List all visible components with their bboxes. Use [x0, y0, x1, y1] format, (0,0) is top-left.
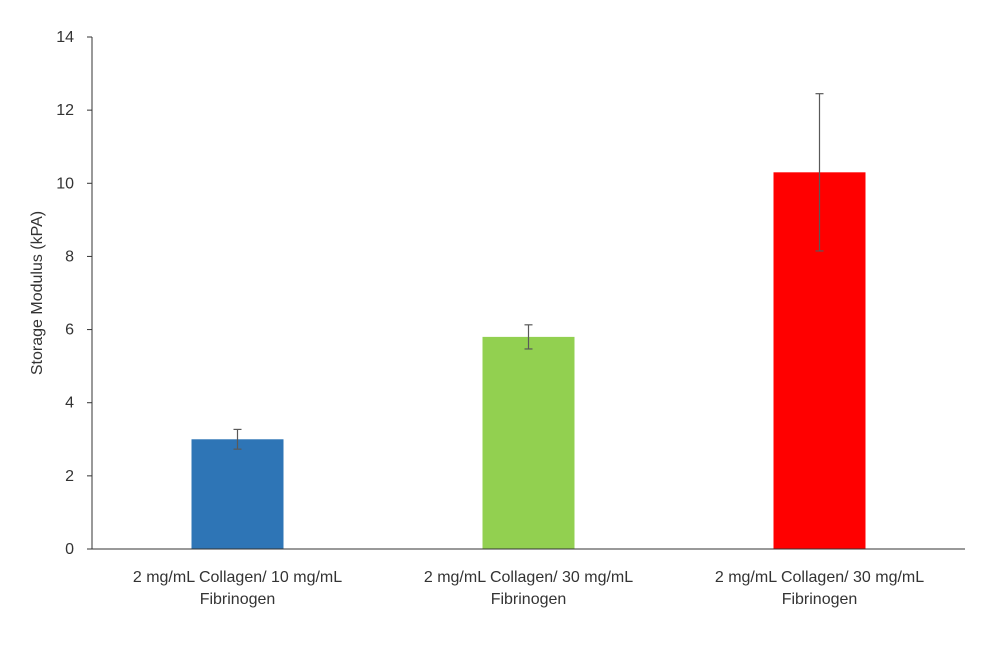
y-tick-label-1: 2 — [65, 468, 74, 485]
x-category-label-2-line-1: Fibrinogen — [782, 591, 858, 608]
y-axis-ticks: 0 2 4 6 8 10 12 14 — [56, 29, 92, 558]
x-category-label-0-line-0: 2 mg/mL Collagen/ 10 mg/mL — [133, 569, 342, 586]
x-category-label-0-line-1: Fibrinogen — [200, 591, 276, 608]
y-tick-label-4: 8 — [65, 248, 74, 265]
y-tick-label-7: 14 — [56, 29, 74, 46]
y-axis-title: Storage Modulus (kPA) — [29, 211, 46, 375]
y-tick-label-0: 0 — [65, 541, 74, 558]
bar-0 — [191, 439, 284, 549]
error-bars-group — [233, 93, 824, 450]
bars-group — [191, 172, 866, 550]
bar-1 — [482, 336, 575, 549]
y-tick-label-2: 4 — [65, 395, 74, 412]
x-category-label-1-line-1: Fibrinogen — [491, 591, 567, 608]
y-tick-label-6: 12 — [56, 102, 74, 119]
x-axis-labels: 2 mg/mL Collagen/ 10 mg/mL Fibrinogen 2 mg… — [133, 569, 924, 608]
x-category-label-1-line-0: 2 mg/mL Collagen/ 30 mg/mL — [424, 569, 633, 586]
y-tick-label-3: 6 — [65, 322, 74, 339]
x-category-label-2-line-0: 2 mg/mL Collagen/ 30 mg/mL — [715, 569, 924, 586]
y-tick-label-5: 10 — [56, 175, 74, 192]
